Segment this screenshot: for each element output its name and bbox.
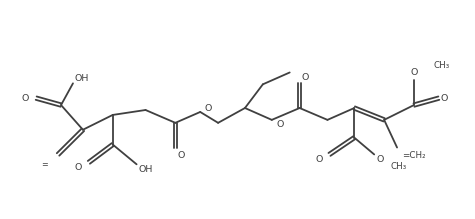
Text: O: O — [441, 94, 448, 103]
Text: OH: OH — [75, 74, 89, 83]
Text: O: O — [376, 155, 383, 164]
Text: O: O — [315, 155, 323, 164]
Text: O: O — [302, 73, 309, 82]
Text: O: O — [75, 163, 82, 172]
Text: O: O — [22, 94, 29, 103]
Text: O: O — [277, 120, 284, 129]
Text: O: O — [410, 68, 418, 77]
Text: =: = — [41, 160, 48, 169]
Text: =CH₂: =CH₂ — [402, 151, 426, 160]
Text: OH: OH — [139, 165, 153, 174]
Text: O: O — [177, 151, 185, 160]
Text: CH₃: CH₃ — [390, 162, 406, 171]
Text: O: O — [204, 104, 211, 113]
Text: CH₃: CH₃ — [434, 61, 450, 70]
